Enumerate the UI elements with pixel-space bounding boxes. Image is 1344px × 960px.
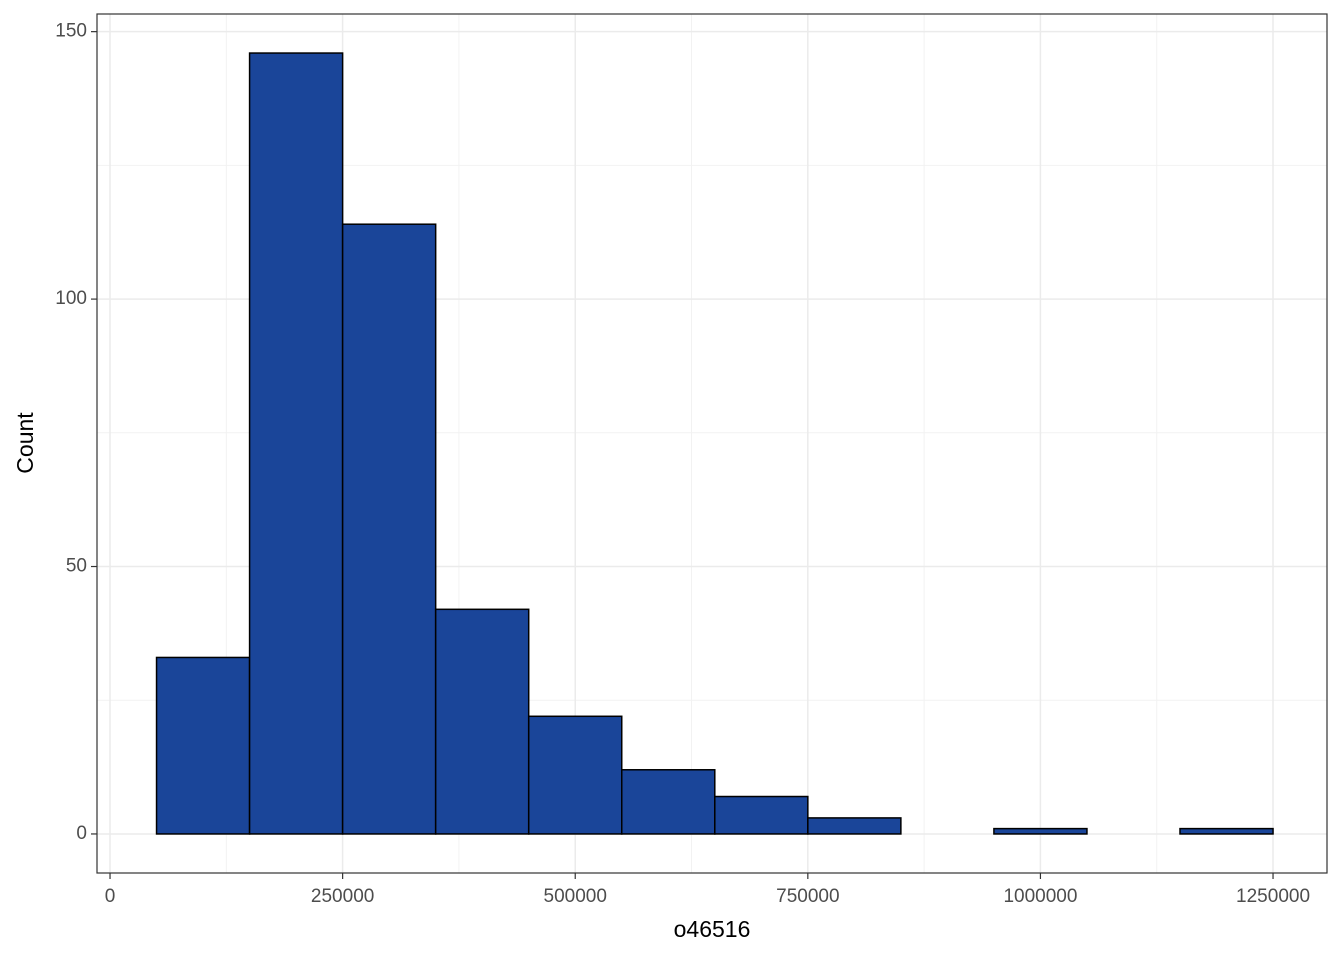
y-tick-label: 0 xyxy=(76,823,87,844)
x-tick-label: 250000 xyxy=(311,886,374,907)
y-tick-label: 100 xyxy=(55,288,87,309)
bar xyxy=(807,817,902,835)
y-tick-label: 150 xyxy=(55,21,87,42)
panel-border xyxy=(96,13,1328,874)
y-axis-title: Count xyxy=(12,412,38,474)
bar xyxy=(621,769,716,835)
x-tick-label: 1250000 xyxy=(1236,886,1310,907)
x-tick-label: 750000 xyxy=(776,886,839,907)
bar xyxy=(527,715,623,835)
bar xyxy=(434,608,530,835)
bar xyxy=(155,656,251,835)
x-tick-label: 0 xyxy=(105,886,116,907)
y-tick-label: 50 xyxy=(66,556,87,577)
bar xyxy=(341,223,437,835)
x-tick-label: 500000 xyxy=(544,886,607,907)
x-axis-title: o46516 xyxy=(674,916,751,942)
bar xyxy=(248,52,344,835)
bar xyxy=(714,795,809,835)
x-tick-label: 1000000 xyxy=(1003,886,1077,907)
bar xyxy=(1179,827,1274,835)
bar xyxy=(993,827,1088,835)
